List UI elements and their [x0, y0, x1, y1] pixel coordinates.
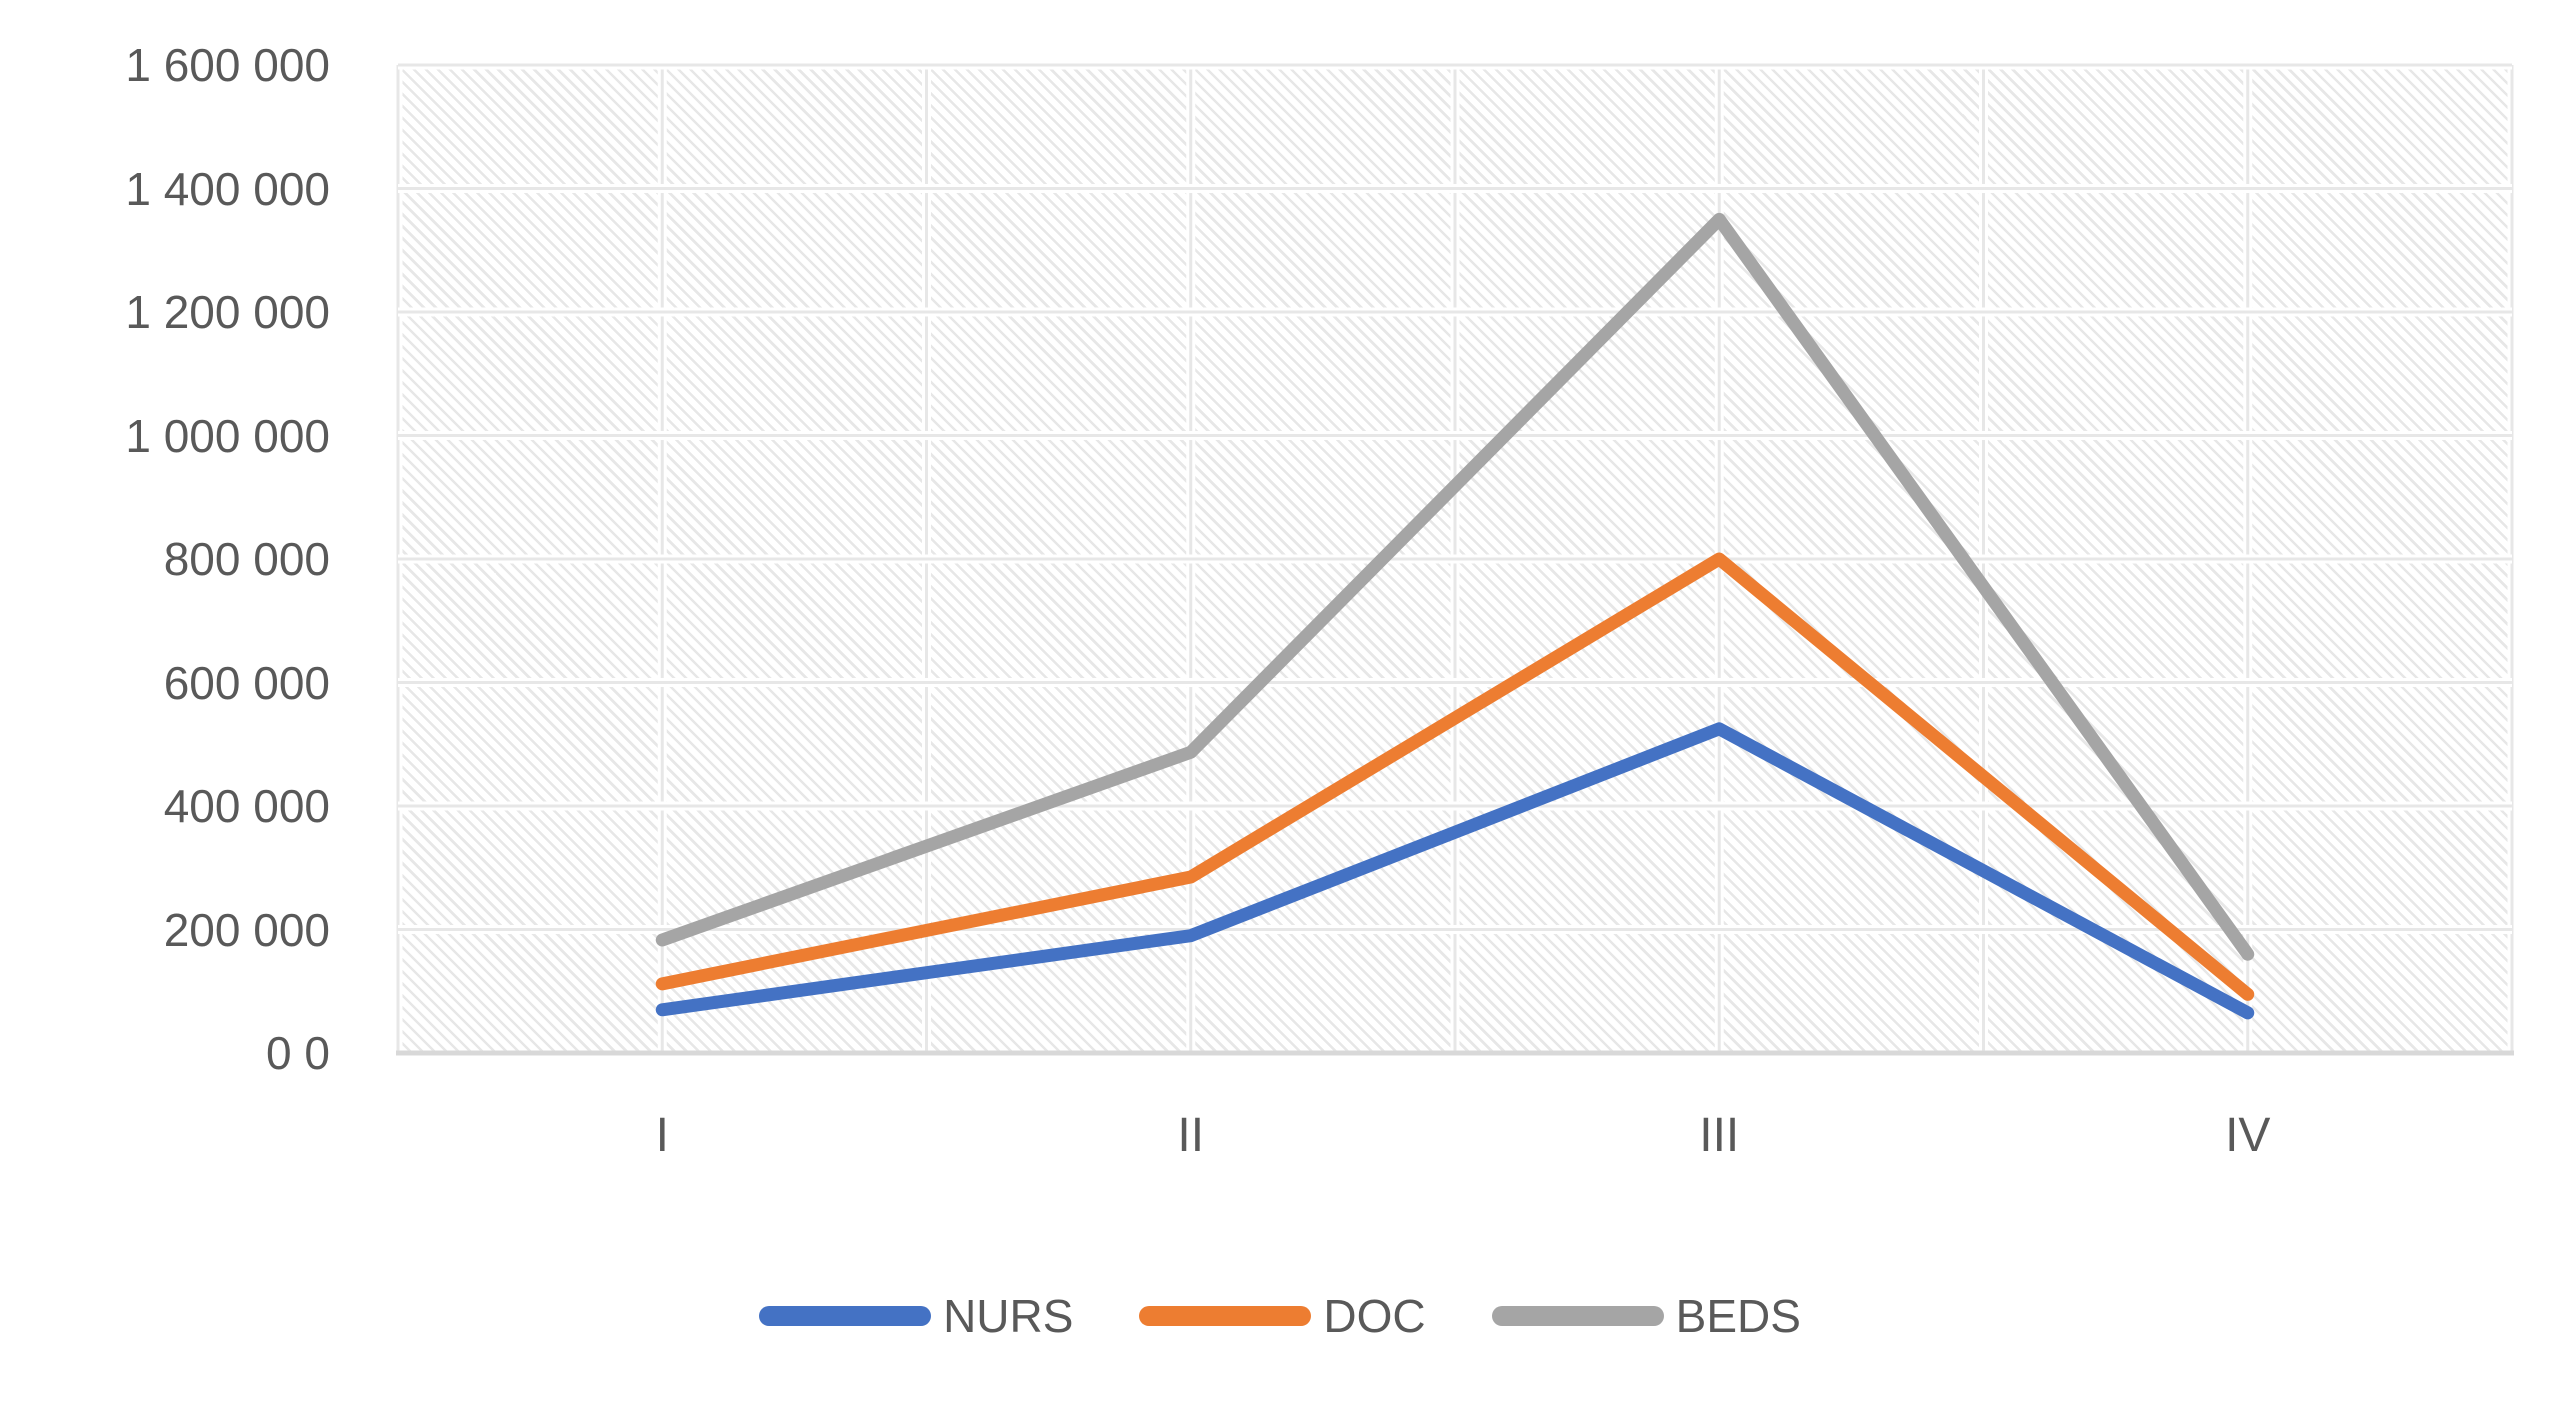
y-tick-label: 600 000 [163, 656, 330, 709]
legend-item-doc: DOC [1139, 1290, 1426, 1342]
y-tick-label: 400 000 [163, 780, 330, 832]
y-tick-label: 1 000 000 [125, 409, 330, 462]
y-tick-label: 1 600 000 [125, 39, 330, 91]
legend-swatch-doc [1139, 1306, 1312, 1326]
legend-item-nurs: NURS [759, 1290, 1073, 1342]
series-line-beds [655, 212, 2255, 961]
y-tick-label: 0 0 [266, 1027, 330, 1079]
x-tick-label-iv: IV [2225, 1109, 2271, 1162]
legend-label: DOC [1323, 1290, 1426, 1342]
y-tick-label: 1 200 000 [125, 286, 330, 338]
legend-swatch-nurs [759, 1306, 932, 1326]
series-line-doc [655, 552, 2255, 1001]
legend-label: NURS [943, 1290, 1074, 1342]
y-tick-label: 800 000 [163, 533, 330, 585]
x-tick-label-i: I [655, 1109, 669, 1162]
x-tick-label-ii: II [1177, 1109, 1205, 1162]
legend-item-beds: BEDS [1491, 1290, 1801, 1342]
legend-label: BEDS [1675, 1290, 1801, 1342]
y-tick-label: 1 400 000 [125, 162, 330, 215]
legend: NURS DOC BEDS [0, 1290, 2560, 1342]
y-tick-label: 200 000 [163, 903, 330, 956]
series-line-nurs [655, 722, 2255, 1020]
x-tick-label-iii: III [1699, 1109, 1740, 1162]
legend-swatch-beds [1491, 1306, 1664, 1326]
